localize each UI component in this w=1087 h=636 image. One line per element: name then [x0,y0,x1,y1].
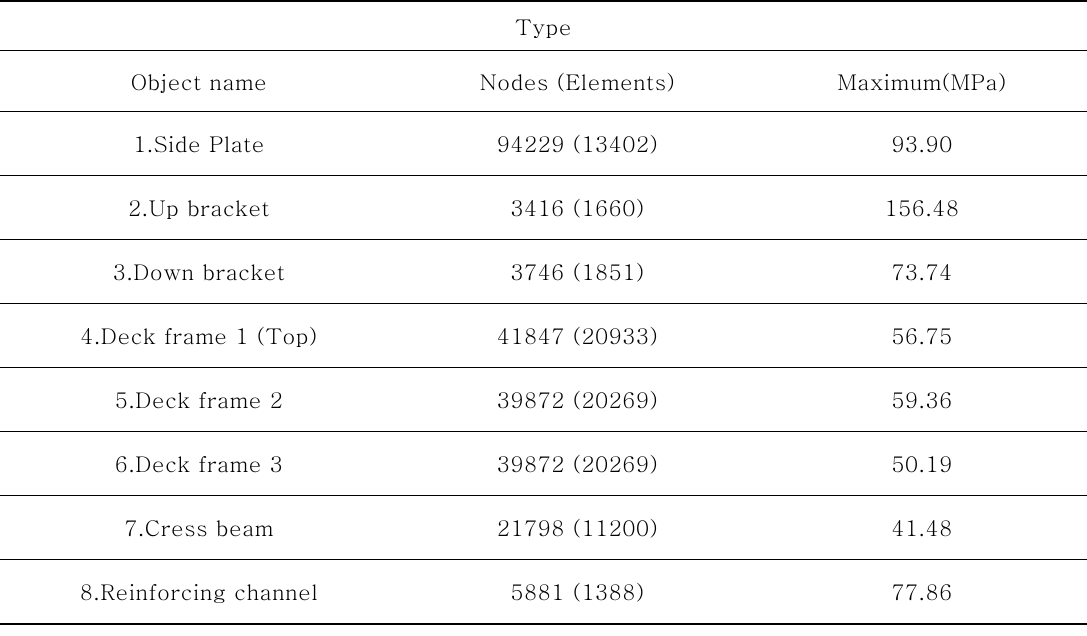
table-header-row: Object name Nodes (Elements) Maximum(MPa… [0,51,1087,112]
table-row: 8.Reinforcing channel 5881 (1388) 77.86 [0,560,1087,625]
cell-nodes: 39872 (20269) [398,368,757,432]
table-row: 1.Side Plate 94229 (13402) 93.90 [0,112,1087,176]
table-title-row: Type [0,1,1087,51]
cell-object: 8.Reinforcing channel [0,560,398,625]
cell-nodes: 21798 (11200) [398,496,757,560]
table-row: 3.Down bracket 3746 (1851) 73.74 [0,240,1087,304]
cell-object: 4.Deck frame 1 (Top) [0,304,398,368]
cell-max: 56.75 [757,304,1087,368]
table-container: Type Object name Nodes (Elements) Maximu… [0,0,1087,625]
cell-object: 5.Deck frame 2 [0,368,398,432]
column-header-max: Maximum(MPa) [757,51,1087,112]
cell-max: 59.36 [757,368,1087,432]
cell-nodes: 3746 (1851) [398,240,757,304]
cell-object: 7.Cress beam [0,496,398,560]
column-header-object: Object name [0,51,398,112]
cell-object: 6.Deck frame 3 [0,432,398,496]
column-header-nodes: Nodes (Elements) [398,51,757,112]
table-row: 2.Up bracket 3416 (1660) 156.48 [0,176,1087,240]
cell-nodes: 39872 (20269) [398,432,757,496]
table-body: Type Object name Nodes (Elements) Maximu… [0,1,1087,624]
table-row: 4.Deck frame 1 (Top) 41847 (20933) 56.75 [0,304,1087,368]
cell-max: 156.48 [757,176,1087,240]
table-row: 6.Deck frame 3 39872 (20269) 50.19 [0,432,1087,496]
cell-max: 41.48 [757,496,1087,560]
table-title: Type [0,1,1087,51]
cell-object: 1.Side Plate [0,112,398,176]
cell-object: 2.Up bracket [0,176,398,240]
cell-max: 93.90 [757,112,1087,176]
cell-nodes: 94229 (13402) [398,112,757,176]
cell-nodes: 3416 (1660) [398,176,757,240]
cell-object: 3.Down bracket [0,240,398,304]
table-row: 5.Deck frame 2 39872 (20269) 59.36 [0,368,1087,432]
cell-nodes: 5881 (1388) [398,560,757,625]
cell-max: 77.86 [757,560,1087,625]
data-table: Type Object name Nodes (Elements) Maximu… [0,0,1087,625]
cell-nodes: 41847 (20933) [398,304,757,368]
cell-max: 73.74 [757,240,1087,304]
cell-max: 50.19 [757,432,1087,496]
table-row: 7.Cress beam 21798 (11200) 41.48 [0,496,1087,560]
